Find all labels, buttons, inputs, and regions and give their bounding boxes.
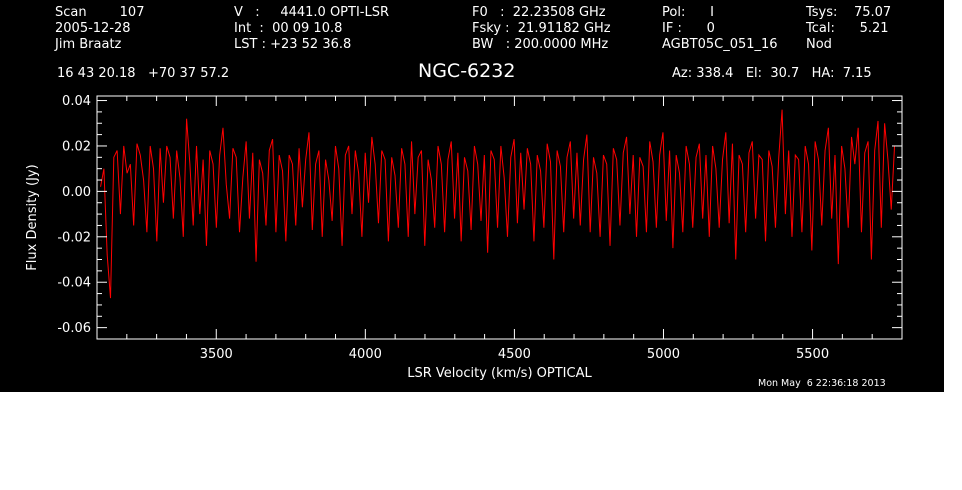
header-fsky: Fsky : 21.91182 GHz <box>472 21 611 36</box>
header-mode: Nod <box>806 37 832 52</box>
y-axis-label: Flux Density (Jy) <box>25 164 40 270</box>
header-az-el-ha: Az: 338.4 El: 30.7 HA: 7.15 <box>672 66 872 81</box>
header-if: IF : 0 <box>662 21 715 36</box>
header-tcal: Tcal: 5.21 <box>806 21 889 36</box>
plot-frame <box>96 95 903 340</box>
header-bw: BW : 200.0000 MHz <box>472 37 609 52</box>
y-tick-label: 0.04 <box>62 94 91 109</box>
header-integration: Int : 00 09 10.8 <box>234 21 343 36</box>
x-tick-label: 3500 <box>200 347 233 362</box>
y-tick-label: -0.06 <box>57 321 91 336</box>
spectrum-trace <box>100 109 896 299</box>
header-velocity: V : 4441.0 OPTI-LSR <box>234 5 390 20</box>
x-axis-label: LSR Velocity (km/s) OPTICAL <box>407 366 592 381</box>
header-tsys: Tsys: 75.07 <box>806 5 892 20</box>
plot-timestamp: Mon May 6 22:36:18 2013 <box>758 378 886 389</box>
header-lst: LST : +23 52 36.8 <box>234 37 352 52</box>
spectrum-chart: 3500 4000 4500 5000 5500 -0.06 -0.04 -0.02 0.00 0… <box>25 94 903 381</box>
x-tick-label: 4500 <box>498 347 531 362</box>
y-tick-label: -0.02 <box>57 230 91 245</box>
plot-title: NGC-6232 <box>418 60 516 82</box>
header-pol: Pol: I <box>662 5 714 20</box>
x-tick-label: 5500 <box>796 347 829 362</box>
header-coordinates: 16 43 20.18 +70 37 57.2 <box>57 66 230 81</box>
y-tick-label: 0.02 <box>62 139 91 154</box>
header-f0: F0 : 22.23508 GHz <box>472 5 606 20</box>
header-project: AGBT05C_051_16 <box>662 37 778 52</box>
x-tick-label: 5000 <box>647 347 680 362</box>
y-tick-label: -0.04 <box>57 276 91 291</box>
header-date: 2005-12-28 <box>55 21 131 36</box>
header-scan: Scan 107 <box>55 5 145 20</box>
y-tick-label: 0.00 <box>62 185 91 200</box>
x-tick-label: 4000 <box>349 347 382 362</box>
header-observer: Jim Braatz <box>55 37 122 52</box>
